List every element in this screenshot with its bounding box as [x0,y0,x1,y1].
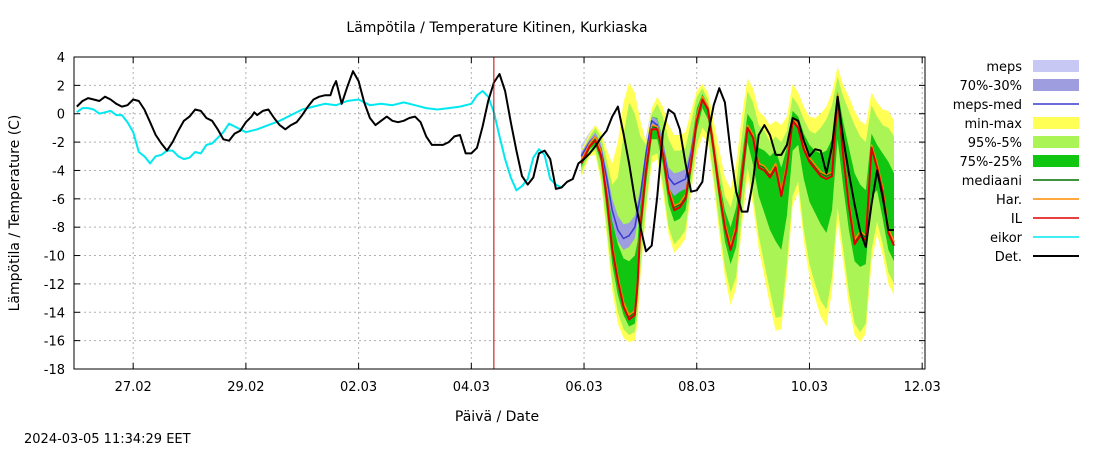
y-tick-label: -2 [52,136,65,151]
y-axis-label: Lämpötila / Temperature (C) [7,115,23,312]
y-tick-label: 4 [57,51,65,66]
y-tick-label: 2 [57,79,65,94]
plot-frame [73,56,926,370]
series-line-eikor [76,90,566,192]
y-tick-label: 0 [57,108,65,123]
legend-swatch-p95-5 [1033,136,1079,148]
y-tick-label: -6 [52,193,65,208]
grid [74,57,925,369]
timestamp: 2024-03-05 11:34:29 EET [24,432,191,447]
series-line-il [580,95,895,321]
y-tick-label: -16 [44,335,65,350]
y-tick-label: -4 [52,164,65,179]
x-axis-label: Päivä / Date [455,409,539,425]
x-tick-label: 12.03 [904,380,941,395]
legend-label-meps-med: meps-med [953,98,1022,113]
legend-swatch-p70-30 [1033,79,1079,91]
x-tick-label: 02.03 [340,380,377,395]
legend-label-median: mediaani [962,174,1022,189]
legend-label-det: Det. [995,250,1022,265]
y-tick-label: -8 [52,221,65,236]
y-tick-label: -14 [44,306,65,321]
x-tick-label: 27.02 [115,380,152,395]
legend-swatch-min-max [1033,117,1079,129]
legend-swatch-p75-25 [1033,155,1079,167]
y-tick-label: -12 [44,278,65,293]
legend-label-min-max: min-max [964,117,1022,132]
x-tick-label: 06.03 [565,380,602,395]
x-tick-label: 04.03 [453,380,490,395]
series-line-det [76,70,894,253]
forecast-bands [581,66,894,343]
legend-label-p95-5: 95%-5% [968,136,1022,151]
legend-label-il: IL [1011,212,1023,227]
x-tick-label: 08.03 [678,380,715,395]
legend: meps 70%-30% meps-med min-max 95%-5% 75%-25% m… [953,60,1079,265]
legend-label-har: Har. [996,193,1022,208]
y-tick-label: -18 [44,363,65,378]
y-tick-label: -10 [44,250,65,265]
x-tick-label: 29.02 [227,380,264,395]
legend-label-eikor: eikor [990,231,1023,246]
y-axis-ticks: 4 2 0 -2 -4 -6 -8 -10 -12 -14 -16 -18 [44,51,925,378]
x-tick-label: 10.03 [791,380,828,395]
series-lines [76,70,895,321]
legend-label-meps: meps [986,60,1022,75]
x-axis-ticks: 27.02 29.02 02.03 04.03 06.03 08.03 10.03 12.03 [115,57,941,395]
legend-swatch-meps [1033,60,1079,72]
legend-label-p75-25: 75%-25% [960,155,1022,170]
chart-title: Lämpötila / Temperature Kitinen, Kurkias… [346,20,647,36]
legend-label-p70-30: 70%-30% [960,79,1022,94]
